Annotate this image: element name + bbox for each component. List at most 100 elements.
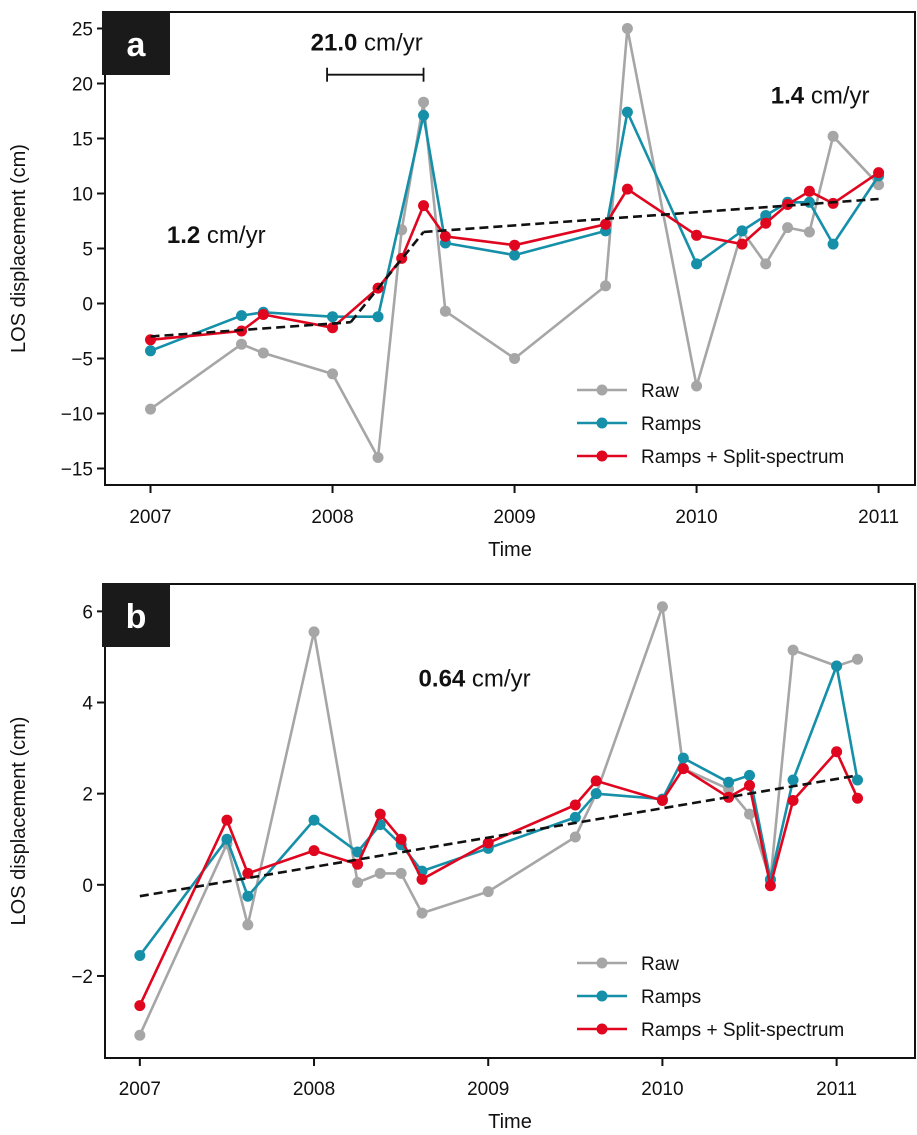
y-tick-label: 4 <box>82 694 93 715</box>
data-point-raw <box>327 368 339 380</box>
y-tick-label: 15 <box>72 130 93 151</box>
data-point-split <box>852 792 864 804</box>
data-point-split <box>221 814 233 826</box>
y-tick-label: 10 <box>72 185 93 206</box>
legend-marker-ramps <box>596 990 608 1002</box>
data-point-raw <box>374 867 386 879</box>
legend-label: Raw <box>641 954 679 975</box>
trend-line <box>139 774 858 898</box>
data-point-raw <box>418 96 430 108</box>
y-tick-label: 5 <box>82 240 93 261</box>
data-point-raw <box>803 226 815 238</box>
data-point-raw <box>416 907 428 919</box>
y-tick-label: 0 <box>82 295 93 316</box>
data-point-split <box>831 746 843 758</box>
y-tick-label: 20 <box>72 75 93 96</box>
panel-badge <box>102 583 170 647</box>
x-tick-label: 2010 <box>641 1079 683 1100</box>
legend-label: Raw <box>641 381 679 402</box>
rate-annotation: 21.0 cm/yr <box>311 30 423 57</box>
data-point-raw <box>257 347 269 359</box>
y-tick-label: 0 <box>82 876 93 897</box>
data-point-raw <box>352 877 364 889</box>
legend-marker-ramps <box>596 417 608 429</box>
data-point-raw <box>308 626 320 638</box>
data-point-ramps <box>308 814 320 826</box>
data-point-raw <box>827 130 839 142</box>
data-point-raw <box>439 305 451 317</box>
data-point-raw <box>852 653 864 665</box>
data-point-raw <box>621 23 633 34</box>
rate-value: 1.4 <box>771 82 805 109</box>
data-point-split <box>600 218 612 230</box>
data-point-ramps <box>590 788 602 800</box>
data-point-raw <box>569 831 581 843</box>
x-tick-label: 2007 <box>119 1079 161 1100</box>
trend-line <box>150 320 351 338</box>
data-point-split <box>509 239 521 251</box>
data-point-split <box>656 794 668 806</box>
data-point-split <box>308 845 320 857</box>
data-point-split <box>418 200 430 212</box>
legend-marker-split <box>596 1023 608 1035</box>
data-point-split <box>482 837 494 849</box>
data-point-ramps <box>723 776 735 788</box>
y-tick-label: −10 <box>61 405 93 426</box>
rate-value: 1.2 <box>167 222 200 249</box>
data-point-ramps <box>327 311 339 323</box>
trend-line <box>423 197 879 234</box>
data-point-split <box>569 799 581 811</box>
data-point-split <box>787 794 799 806</box>
data-point-split <box>723 791 735 803</box>
data-point-ramps <box>691 258 703 270</box>
data-point-raw <box>760 258 772 270</box>
legend-label: Ramps <box>641 414 701 435</box>
x-tick-label: 2008 <box>311 507 353 528</box>
rate-value: 0.64 <box>419 666 466 693</box>
panel-letter: a <box>127 26 147 64</box>
data-point-ramps <box>221 833 233 845</box>
series-ramps <box>134 660 864 961</box>
y-tick-label: −2 <box>71 967 93 988</box>
rate-annotation: 1.4 cm/yr <box>771 82 870 109</box>
data-point-ramps <box>509 249 521 261</box>
panel-letter: b <box>126 598 147 636</box>
x-axis-title: Time <box>488 1111 532 1133</box>
data-point-ramps <box>787 774 799 786</box>
x-tick-label: 2009 <box>467 1079 509 1100</box>
data-point-ramps <box>569 811 581 823</box>
data-point-ramps <box>418 109 430 121</box>
data-point-split <box>242 867 254 879</box>
data-point-split <box>691 229 703 241</box>
data-point-raw <box>242 919 254 931</box>
legend-marker-split <box>596 450 608 462</box>
data-point-split <box>395 833 407 845</box>
data-point-ramps <box>352 846 364 858</box>
legend-marker-raw <box>596 384 608 396</box>
series-split <box>134 746 864 1012</box>
data-point-split <box>744 779 756 791</box>
data-point-raw <box>656 601 668 613</box>
rate-unit: cm/yr <box>465 666 530 693</box>
data-point-ramps <box>621 106 633 118</box>
data-point-raw <box>744 808 756 820</box>
y-axis-title: LOS displacement (cm) <box>8 144 30 353</box>
x-tick-label: 2008 <box>293 1079 335 1100</box>
x-tick-label: 2010 <box>675 507 717 528</box>
data-point-ramps <box>236 310 248 322</box>
data-point-ramps <box>744 769 756 781</box>
x-tick-label: 2011 <box>858 507 899 528</box>
y-axis-title: LOS displacement (cm) <box>8 717 30 926</box>
data-point-raw <box>691 380 703 392</box>
data-point-split <box>257 309 269 320</box>
data-point-split <box>416 873 428 885</box>
rate-annotation: 1.2 cm/yr <box>167 222 266 249</box>
data-point-raw <box>600 280 612 292</box>
data-point-raw <box>145 403 157 415</box>
legend-marker-raw <box>596 957 608 969</box>
data-point-ramps <box>803 196 815 208</box>
data-point-raw <box>782 222 794 234</box>
data-point-split <box>803 185 815 197</box>
data-point-raw <box>372 452 384 463</box>
